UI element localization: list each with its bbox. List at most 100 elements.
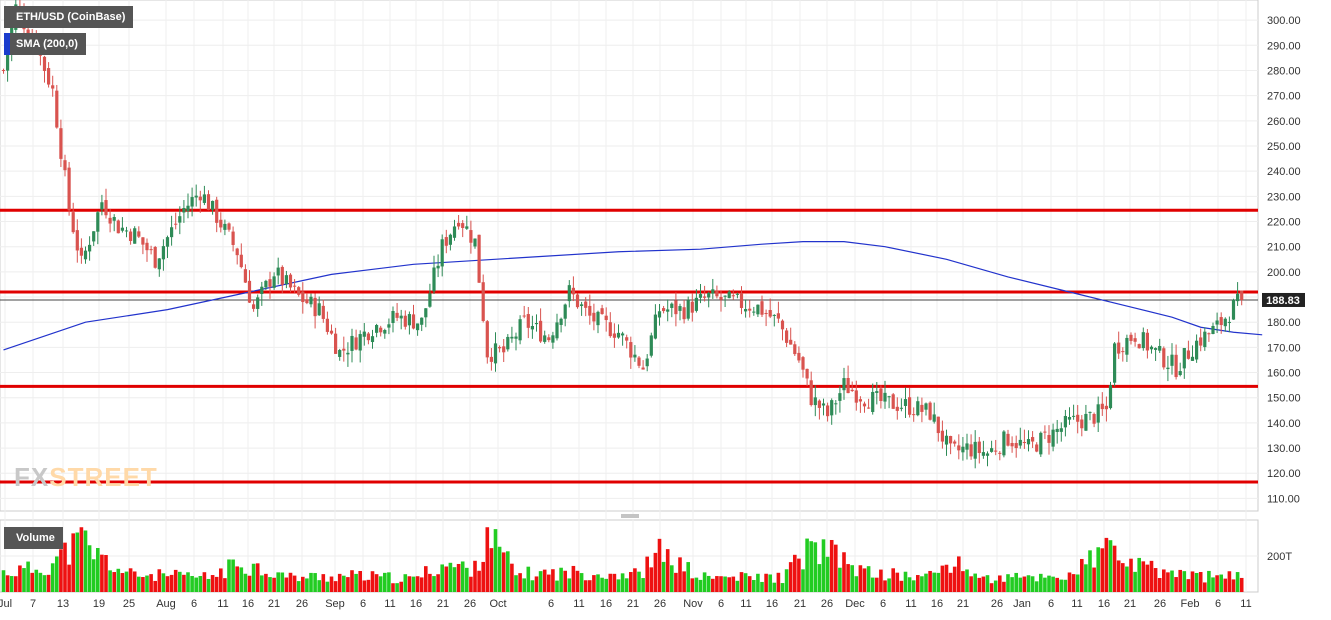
candle-body: [247, 280, 252, 303]
volume-bar: [63, 542, 67, 592]
candle: [1231, 298, 1236, 320]
candle-body: [867, 407, 871, 409]
candle: [780, 319, 785, 341]
price-tick-label: 200.00: [1267, 267, 1301, 279]
candle: [510, 326, 514, 343]
candle-body: [629, 342, 633, 358]
candle-body: [219, 219, 223, 228]
candle-body: [432, 267, 436, 292]
candle: [776, 301, 780, 323]
candle-body: [493, 343, 498, 364]
candle: [1108, 381, 1113, 410]
candle: [186, 193, 190, 219]
candle-body: [395, 312, 399, 318]
time-tick-label: 11: [905, 598, 916, 610]
candle-body: [452, 226, 457, 238]
volume-bar: [173, 569, 178, 592]
candle: [297, 286, 301, 297]
volume-bar: [296, 581, 301, 592]
candle: [891, 392, 895, 410]
candle-body: [1240, 290, 1244, 300]
volume-bar: [1215, 575, 1219, 592]
volume-bar: [50, 563, 55, 592]
time-tick-label: 26: [654, 598, 666, 610]
candle: [1100, 392, 1104, 416]
volume-bar: [731, 576, 736, 592]
candle: [735, 292, 739, 299]
candle: [358, 330, 362, 363]
volume-bar: [239, 567, 244, 592]
candle: [805, 368, 809, 387]
volume-bar: [1182, 571, 1187, 592]
candle: [190, 187, 194, 217]
volume-bar: [526, 566, 531, 592]
candle: [124, 226, 129, 238]
candle-body: [231, 231, 235, 245]
volume-bar: [1157, 578, 1162, 592]
volume-bar: [87, 545, 92, 592]
volume-bar: [1108, 540, 1113, 592]
price-tick-label: 130.00: [1267, 443, 1301, 455]
volume-bar: [686, 562, 690, 592]
candle: [1059, 422, 1063, 442]
candle: [1154, 347, 1158, 361]
candle-body: [949, 436, 953, 444]
volume-bar: [998, 575, 1002, 592]
volume-bar: [957, 556, 961, 592]
volume-bar: [96, 548, 100, 592]
candle-body: [567, 285, 571, 302]
candle-body: [805, 368, 809, 379]
candle-body: [370, 336, 375, 343]
candle-body: [682, 307, 686, 320]
candle: [473, 238, 477, 249]
candle: [522, 305, 526, 319]
volume-bar: [75, 532, 80, 592]
candle: [252, 299, 256, 312]
volume-bar: [182, 574, 186, 592]
time-tick-label: Nov: [683, 598, 703, 610]
candle: [264, 279, 268, 291]
volume-bar: [1055, 577, 1059, 592]
price-tick-label: 170.00: [1267, 342, 1301, 354]
volume-bar: [547, 574, 551, 592]
candle-body: [362, 331, 366, 337]
candle-body: [305, 299, 309, 304]
candle: [846, 365, 850, 394]
candle: [1006, 429, 1010, 447]
candle-body: [350, 335, 354, 351]
candle-body: [243, 269, 247, 283]
last-price-tag: 188.83: [1262, 292, 1305, 307]
candle-body: [457, 222, 461, 227]
candle-body: [1227, 321, 1231, 323]
volume-label: Volume: [4, 527, 63, 549]
volume-bar: [1010, 577, 1014, 592]
volume-bar: [190, 575, 194, 592]
volume-bar: [522, 578, 526, 592]
candle-body: [789, 339, 793, 345]
price-tick-label: 280.00: [1267, 65, 1301, 77]
candle-body: [1026, 439, 1031, 445]
candle-body: [998, 452, 1002, 454]
candle-body: [760, 301, 764, 315]
time-tick-label: Oct: [489, 598, 506, 610]
candle: [256, 294, 260, 317]
candle-body: [621, 333, 625, 336]
candle: [157, 258, 161, 277]
candle-body: [809, 380, 813, 406]
volume-bar: [59, 549, 63, 592]
panel-splitter[interactable]: [620, 514, 640, 519]
candle: [1166, 355, 1170, 382]
volume-bar: [169, 574, 174, 592]
volume-bar: [370, 571, 375, 592]
volume-bar: [1235, 572, 1240, 592]
candle: [92, 231, 96, 246]
candle-body: [797, 352, 801, 361]
candle-body: [1121, 351, 1125, 353]
volume-bar: [378, 576, 383, 592]
candle-body: [498, 347, 502, 349]
symbol-label: ETH/USD (CoinBase): [4, 6, 134, 28]
candle: [239, 243, 243, 269]
candle-body: [301, 291, 305, 303]
candle: [420, 317, 424, 332]
